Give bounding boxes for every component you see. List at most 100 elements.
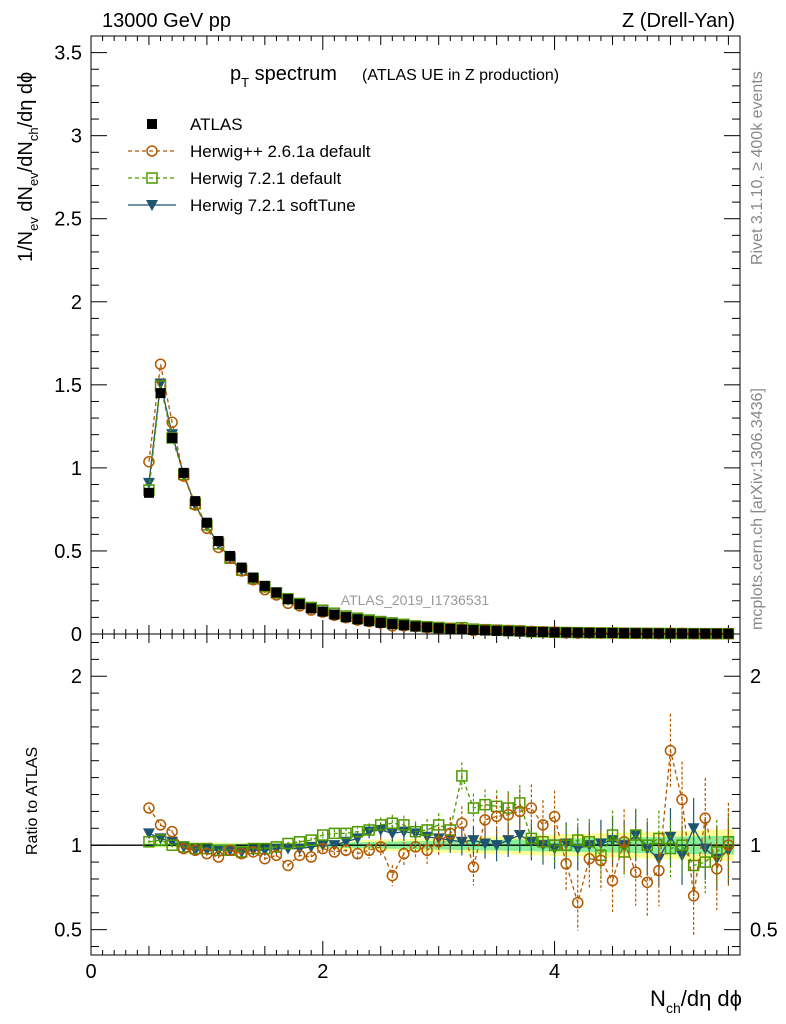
y-tick-label: 1 bbox=[71, 458, 82, 480]
ratio-point bbox=[548, 839, 561, 851]
atlas-point bbox=[422, 622, 433, 633]
ratio-point bbox=[513, 830, 526, 842]
ratio-point bbox=[386, 828, 399, 840]
x-tick-label: 2 bbox=[317, 961, 328, 983]
ratio-point bbox=[328, 840, 341, 852]
ratio-point bbox=[525, 802, 538, 814]
legend-item: Herwig 7.2.1 softTune bbox=[190, 196, 356, 215]
ratio-point bbox=[189, 844, 202, 857]
ratio-panel: 0 2 4 0.5 0.5 1 1 2 2 bbox=[54, 633, 778, 983]
atlas-point bbox=[259, 580, 270, 591]
ratio-point bbox=[270, 841, 283, 853]
ratio-point bbox=[143, 836, 155, 848]
atlas-point bbox=[225, 550, 236, 561]
legend-marker bbox=[146, 200, 158, 211]
ratio-point bbox=[339, 836, 352, 848]
atlas-point bbox=[178, 467, 189, 478]
atlas-point bbox=[329, 609, 340, 620]
title-sub: T bbox=[241, 75, 249, 90]
ratio-point bbox=[247, 846, 259, 858]
ratio-point bbox=[641, 876, 654, 889]
ratio-point bbox=[456, 817, 468, 829]
ratio-point bbox=[177, 842, 190, 855]
main-frame bbox=[90, 35, 741, 635]
data-point bbox=[154, 358, 167, 370]
ratio-point bbox=[548, 843, 561, 855]
main-panel: 0 0.5 1 1.5 2 2.5 3 3.5 bbox=[54, 35, 741, 955]
ratio-point bbox=[525, 832, 538, 845]
ratio-tick-label-right: 1 bbox=[750, 835, 761, 857]
y-tick-label: 0 bbox=[71, 624, 82, 646]
ratio-point bbox=[629, 866, 642, 878]
ratio-point bbox=[293, 849, 306, 862]
legend-marker bbox=[147, 119, 157, 129]
data-point bbox=[166, 416, 178, 429]
ratio-point bbox=[398, 819, 410, 831]
atlas-point bbox=[456, 624, 467, 635]
ratio-point bbox=[514, 805, 526, 818]
atlas-point bbox=[619, 628, 630, 639]
ratio-point bbox=[363, 844, 375, 857]
y-tick-label: 3 bbox=[71, 126, 82, 148]
ratio-point bbox=[224, 844, 236, 857]
ratio-point bbox=[386, 869, 399, 882]
atlas-point bbox=[271, 587, 282, 598]
ratio-point bbox=[676, 839, 688, 851]
ratio-point bbox=[467, 861, 480, 873]
atlas-point bbox=[503, 626, 514, 637]
atlas-point bbox=[549, 627, 560, 638]
atlas-point bbox=[653, 628, 664, 639]
ratio-y-axis-label: Ratio to ATLAS bbox=[24, 747, 41, 855]
ratio-point bbox=[166, 839, 178, 851]
ratio-point bbox=[722, 836, 735, 848]
ratio-point bbox=[328, 846, 341, 858]
ratio-point bbox=[653, 864, 665, 877]
ratio-point bbox=[502, 809, 514, 821]
y-tick-label: 2 bbox=[71, 292, 82, 314]
ratio-point bbox=[687, 859, 700, 872]
atlas-point bbox=[491, 625, 502, 636]
ratio-point bbox=[432, 836, 445, 848]
ratio-point bbox=[270, 843, 283, 855]
ratio-point bbox=[212, 844, 225, 857]
atlas-point bbox=[468, 625, 479, 636]
atlas-point bbox=[642, 628, 653, 639]
header-left: 13000 GeV pp bbox=[102, 10, 231, 32]
atlas-point bbox=[364, 616, 375, 627]
ratio-tick-label: 2 bbox=[71, 666, 82, 688]
ratio-point bbox=[653, 832, 665, 845]
atlas-point bbox=[410, 621, 421, 632]
atlas-point bbox=[213, 535, 224, 546]
ratio-point bbox=[664, 744, 677, 757]
ratio-point bbox=[502, 802, 514, 814]
atlas-point bbox=[398, 620, 409, 631]
atlas-point bbox=[283, 594, 294, 605]
ratio-point bbox=[340, 844, 352, 857]
ratio-point bbox=[235, 847, 248, 860]
atlas-point bbox=[201, 517, 212, 528]
ratio-point bbox=[351, 847, 364, 860]
analysis-watermark: ATLAS_2019_I1736531 bbox=[341, 592, 490, 608]
plot-title: pT spectrum bbox=[230, 63, 337, 90]
ratio-point bbox=[444, 827, 457, 840]
legend-marker bbox=[146, 172, 158, 184]
atlas-point bbox=[306, 603, 317, 614]
y-tick-label: 3.5 bbox=[54, 43, 82, 65]
atlas-point bbox=[630, 628, 641, 639]
ratio-point bbox=[537, 819, 549, 831]
ratio-point bbox=[548, 810, 561, 823]
atlas-point bbox=[584, 627, 595, 638]
ratio-point bbox=[560, 839, 572, 851]
ratio-point bbox=[618, 836, 630, 848]
atlas-point bbox=[607, 628, 618, 639]
atlas-point bbox=[526, 626, 537, 637]
atlas-point bbox=[236, 562, 247, 573]
ratio-point bbox=[595, 854, 607, 867]
ratio-point bbox=[479, 814, 491, 826]
rivet-label: Rivet 3.1.10, ≥ 400k events bbox=[749, 71, 766, 265]
ratio-point bbox=[363, 826, 376, 838]
ratio-point bbox=[699, 856, 711, 868]
y-tick-label: 2.5 bbox=[54, 209, 82, 231]
ratio-point bbox=[247, 842, 259, 855]
